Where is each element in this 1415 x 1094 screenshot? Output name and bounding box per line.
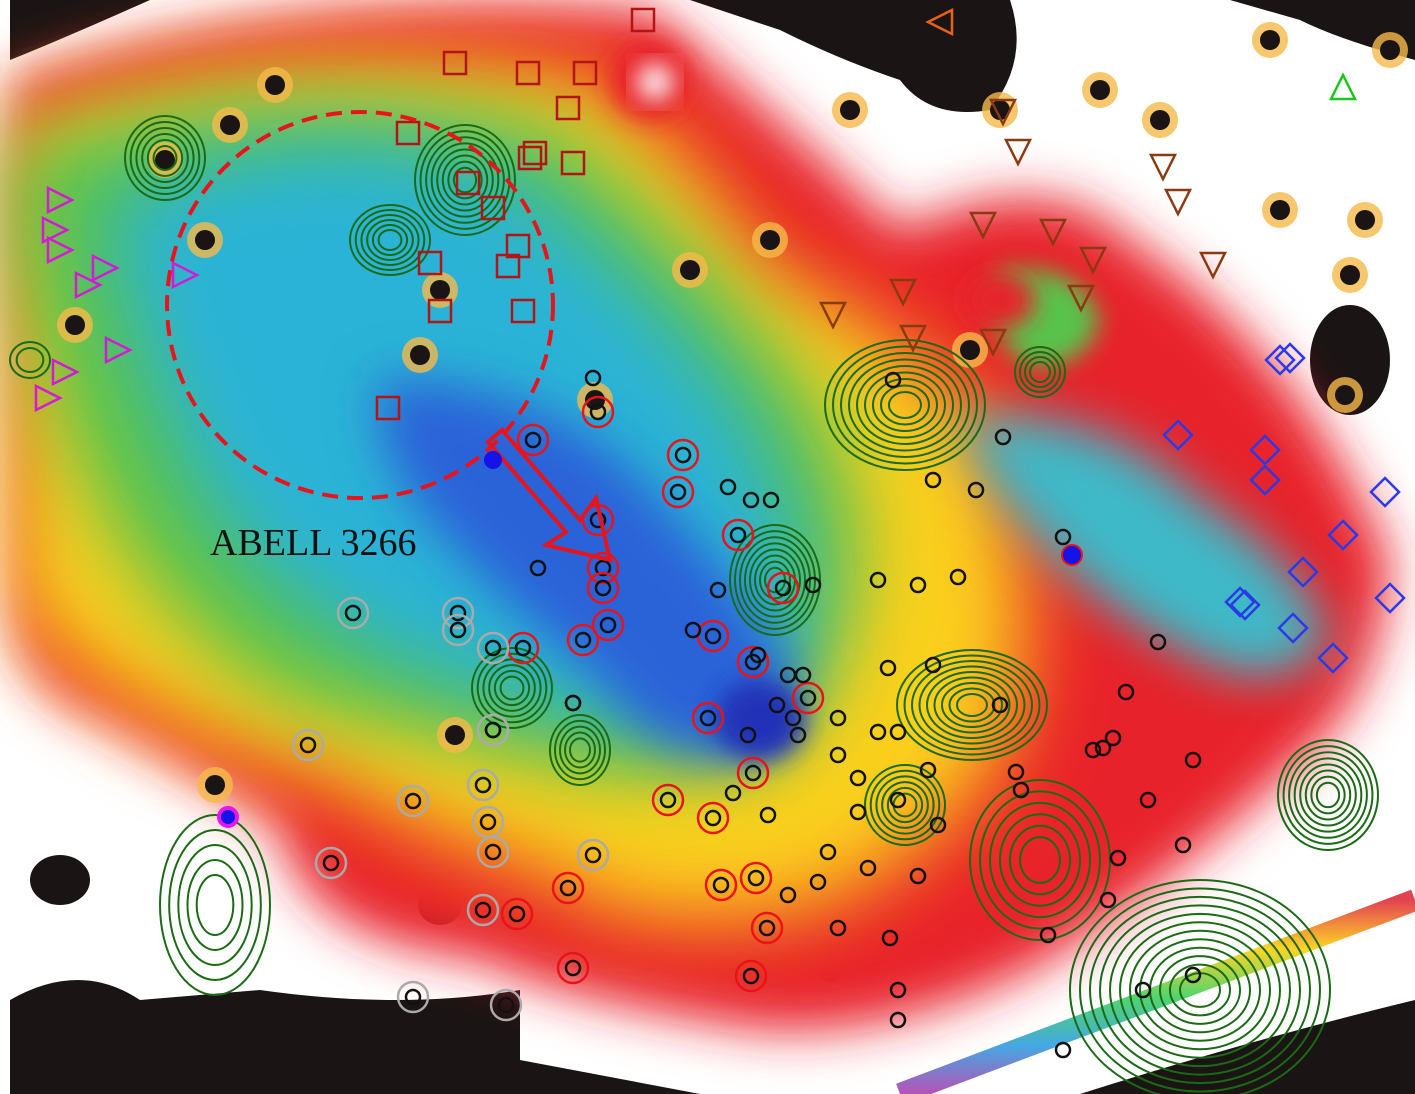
cluster-label: ABELL 3266 xyxy=(210,522,417,564)
source xyxy=(1090,80,1110,100)
cluster-map: ABELL 3266 xyxy=(0,0,1415,1094)
source xyxy=(680,260,700,280)
source xyxy=(1335,385,1355,405)
page: {"label": "ABELL 3266"} xyxy=(0,0,1415,1094)
source xyxy=(65,315,85,335)
bcg-marker xyxy=(219,808,237,826)
source xyxy=(840,100,860,120)
source xyxy=(445,725,465,745)
source xyxy=(1340,265,1360,285)
bcg-marker xyxy=(1062,545,1082,565)
source xyxy=(1380,40,1400,60)
source xyxy=(960,340,980,360)
source xyxy=(195,230,215,250)
source xyxy=(1270,200,1290,220)
source xyxy=(220,115,240,135)
bcg-marker xyxy=(484,451,502,469)
source xyxy=(1355,210,1375,230)
source xyxy=(265,75,285,95)
source xyxy=(1260,30,1280,50)
source xyxy=(430,280,450,300)
left-margin xyxy=(0,0,10,1094)
source xyxy=(1150,110,1170,130)
source xyxy=(205,775,225,795)
source xyxy=(410,345,430,365)
source xyxy=(760,230,780,250)
